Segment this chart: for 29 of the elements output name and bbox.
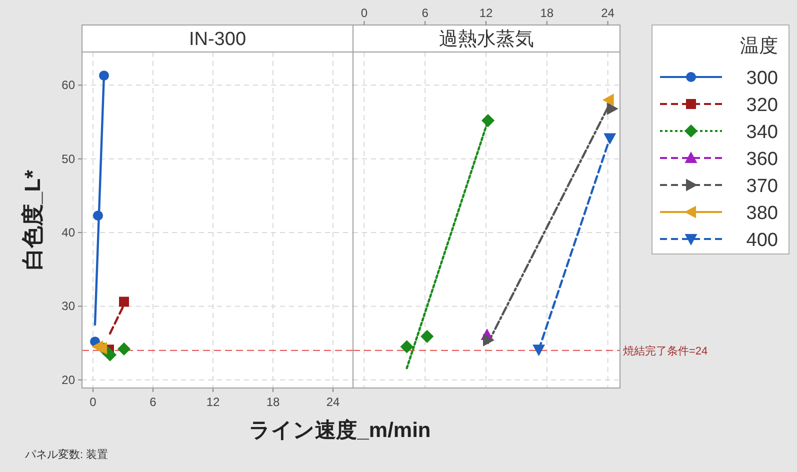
x-tick-label: 18 — [540, 6, 554, 20]
x-tick-label: 6 — [422, 6, 429, 20]
y-tick-label: 50 — [62, 152, 76, 166]
y-tick-label: 40 — [62, 226, 76, 240]
y-tick-label: 20 — [62, 372, 76, 387]
x-tick-label: 6 — [150, 395, 157, 409]
legend-label: 320 — [746, 95, 778, 116]
x-tick-label: 18 — [266, 395, 280, 409]
legend-label: 370 — [746, 176, 778, 197]
legend-label: 400 — [746, 230, 778, 251]
legend-label: 300 — [746, 68, 778, 89]
chart-title: IN-300 — [188, 29, 246, 50]
y-axis-title: 白色度_L* — [20, 169, 45, 270]
x-tick-label: 12 — [479, 6, 493, 20]
ref-line-label: 焼結完了条件=24 — [623, 344, 708, 358]
x-tick-label: 24 — [326, 395, 340, 409]
y-tick-label: 30 — [62, 299, 76, 314]
legend-label: 380 — [746, 203, 778, 224]
legend-title: 温度 — [740, 35, 778, 57]
text: パネル変数: 装置 — [24, 448, 108, 461]
x-tick-label: 12 — [206, 395, 220, 409]
x-tick-label: 24 — [601, 6, 615, 20]
legend-label: 340 — [746, 122, 778, 143]
x-tick-label: 0 — [360, 6, 368, 20]
x-tick-label: 0 — [90, 395, 97, 409]
x-axis-title: ライン速度_m/min — [249, 418, 431, 442]
legend-label: 360 — [746, 149, 778, 170]
y-tick-label: 60 — [62, 78, 76, 92]
chart-title: 過熱水蒸気 — [439, 29, 534, 50]
